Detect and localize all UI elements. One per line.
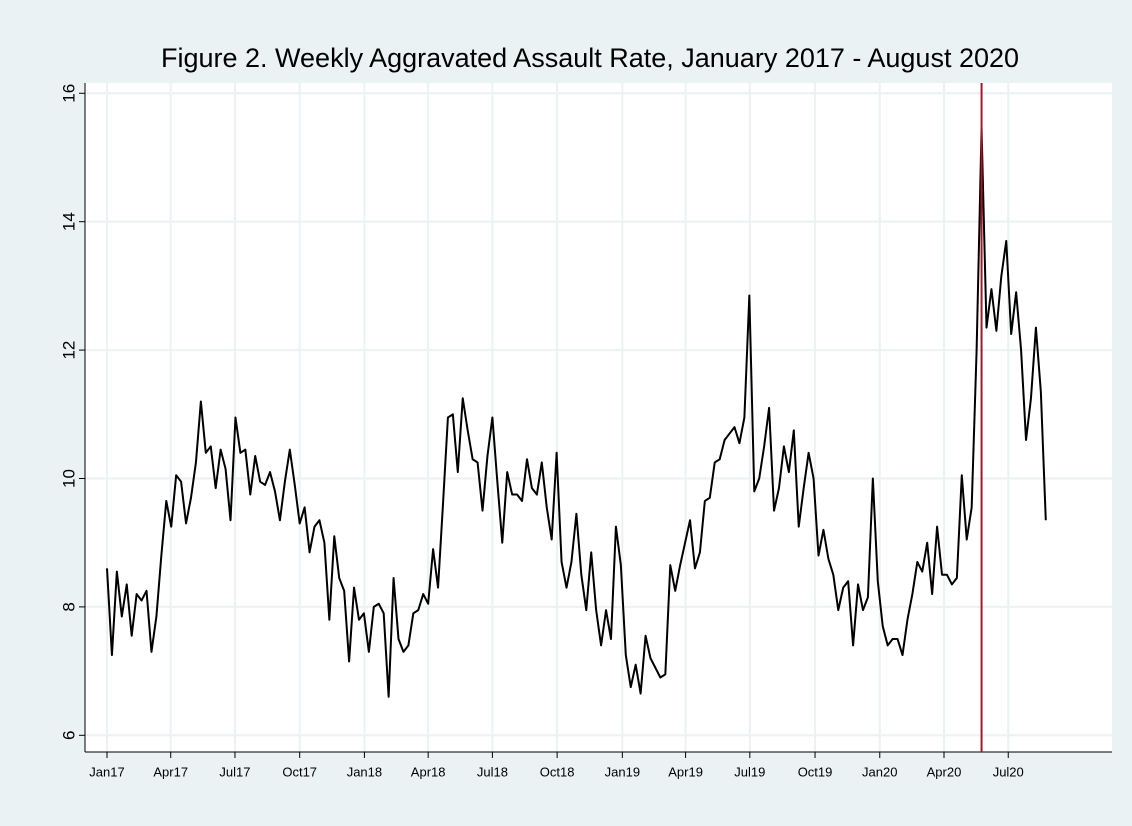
y-tick-label: 10 xyxy=(59,469,78,488)
x-tick-label: Jul17 xyxy=(219,764,250,779)
x-tick-label: Jan18 xyxy=(347,764,382,779)
plot-area xyxy=(85,83,1112,752)
x-tick-label: Jan17 xyxy=(89,764,124,779)
x-tick-label: Jul20 xyxy=(993,764,1024,779)
y-tick-label: 12 xyxy=(59,341,78,360)
x-tick-label: Apr17 xyxy=(153,764,188,779)
x-tick-label: Jul18 xyxy=(477,764,508,779)
x-tick-label: Oct19 xyxy=(798,764,833,779)
x-tick-label: Apr18 xyxy=(411,764,446,779)
x-tick-label: Jul19 xyxy=(734,764,765,779)
x-tick-label: Apr19 xyxy=(668,764,703,779)
y-tick-label: 8 xyxy=(59,602,78,611)
chart-title: Figure 2. Weekly Aggravated Assault Rate… xyxy=(161,43,1019,73)
x-tick-label: Jan20 xyxy=(862,764,897,779)
x-tick-label: Oct18 xyxy=(540,764,575,779)
data-line xyxy=(105,127,1047,698)
x-tick-label: Jan19 xyxy=(605,764,640,779)
x-tick-label: Oct17 xyxy=(282,764,317,779)
y-tick-label: 6 xyxy=(59,731,78,740)
y-tick-label: 14 xyxy=(59,212,78,231)
x-tick-label: Apr20 xyxy=(927,764,962,779)
y-tick-label: 16 xyxy=(59,84,78,103)
